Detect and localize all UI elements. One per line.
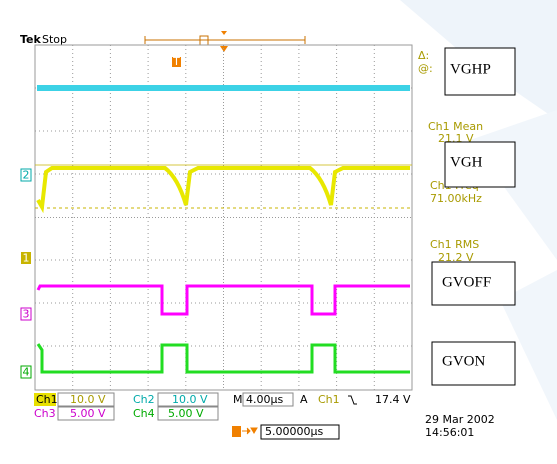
value-box [242, 392, 294, 407]
annotation-box [444, 141, 516, 188]
ch-trace-yellow [36, 166, 410, 214]
trigger-level: 17.4 V [375, 393, 411, 406]
value-box [157, 392, 219, 407]
ch-trace-green [36, 343, 410, 374]
value-box [157, 406, 219, 421]
annotation-box [431, 341, 516, 386]
graticule [34, 44, 413, 391]
trigger-box [172, 57, 181, 67]
value-box [260, 424, 340, 440]
date: 29 Mar 2002 [425, 413, 495, 426]
ch1-tag [34, 393, 56, 406]
ch3-marker: 3 [23, 308, 30, 321]
trigger-mode: A [300, 393, 308, 406]
timebase: M 4.00µs [233, 393, 283, 406]
marker-box [20, 307, 32, 321]
trigger-offset-arrow [242, 427, 258, 435]
trigger-offset: 5.00000µs [265, 425, 323, 438]
center-axes [35, 45, 412, 390]
freq-value: 71.00kHz [430, 192, 482, 205]
at-readout: @: [418, 62, 433, 75]
ch4-scale: 5.00 V [168, 407, 204, 420]
rms-label: Ch1 RMS [430, 238, 479, 251]
marker-box [21, 252, 31, 264]
annotation-box [431, 261, 516, 306]
time: 14:56:01 [425, 426, 474, 439]
annotation: GVON [442, 353, 485, 369]
trigger-pointer [221, 31, 227, 35]
trigger-source: Ch1 [318, 393, 340, 406]
marker-box [20, 365, 32, 379]
falling-edge-icon [348, 395, 357, 405]
ch3-label: Ch3 [34, 407, 56, 420]
ch2-scale: 10.0 V [172, 393, 208, 406]
mean-label: Ch1 Mean [428, 120, 483, 133]
trigger-offset-icon [232, 426, 241, 437]
value-box [57, 392, 115, 407]
ch2-label: Ch2 [133, 393, 155, 406]
brand: Tek [20, 33, 42, 46]
ch4-label: Ch4 [133, 407, 155, 420]
record-bracket [144, 36, 306, 44]
ch1-label: Ch1 [36, 393, 58, 406]
ch1-marker: 1 [23, 252, 30, 265]
ch-trace-magenta [36, 284, 410, 316]
ch1-scale: 10.0 V [70, 393, 106, 406]
status: Stop [42, 33, 67, 46]
annotation: VGHP [450, 61, 491, 77]
ch2-marker: 2 [23, 169, 30, 182]
annotation: VGH [450, 154, 483, 170]
delta-readout: Δ: [418, 49, 429, 62]
trigger-marker: T [172, 55, 180, 68]
marker-box [20, 168, 32, 182]
ch4-marker: 4 [23, 366, 30, 379]
annotation: GVOFF [442, 274, 491, 290]
value-box [57, 406, 115, 421]
ch3-scale: 5.00 V [70, 407, 106, 420]
rms-value: 21.2 V [438, 251, 474, 264]
annotation-box [444, 47, 516, 96]
background-shape [500, 270, 557, 420]
